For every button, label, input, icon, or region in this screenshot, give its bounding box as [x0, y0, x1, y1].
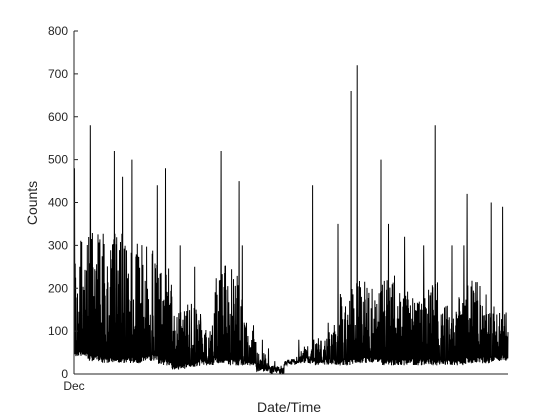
y-tick-label: 100: [48, 324, 68, 338]
y-tick-label: 300: [48, 238, 68, 252]
y-axis-label: Counts: [24, 181, 40, 225]
y-tick-label: 600: [48, 110, 68, 124]
y-tick-label: 500: [48, 153, 68, 167]
x-ticks: Dec: [63, 379, 84, 393]
y-tick-label: 800: [48, 24, 68, 38]
y-tick-label: 700: [48, 67, 68, 81]
y-tick-label: 0: [61, 367, 68, 381]
y-tick-label: 200: [48, 281, 68, 295]
x-tick-label: Dec: [63, 379, 84, 393]
series-line-group: [73, 65, 509, 374]
x-axis-label: Date/Time: [257, 399, 321, 415]
y-tick-label: 400: [48, 196, 68, 210]
series-line: [73, 65, 509, 374]
y-ticks: 0 100 200 300 400 500 600 700 800: [48, 24, 78, 381]
